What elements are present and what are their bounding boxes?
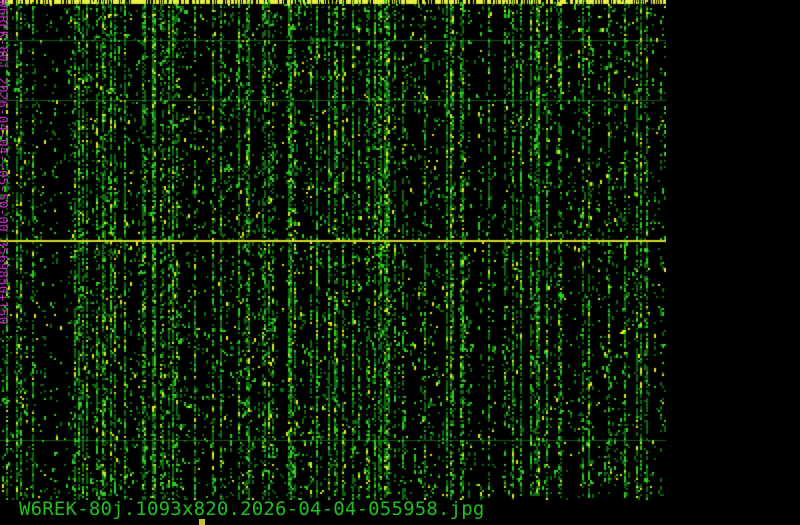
position-marker — [199, 519, 205, 525]
overlay-label-text: W6REK-80j 2026-04-04--05-50-00 3569850+1… — [0, 0, 11, 325]
waterfall-spectrogram — [0, 0, 666, 500]
overlay-label: W6REK-80j 2026-04-04--05-50-00 3569850+1… — [0, 0, 12, 380]
filename-caption: W6REK-80j.1093x820.2026-04-04-055958.jpg — [19, 498, 485, 520]
